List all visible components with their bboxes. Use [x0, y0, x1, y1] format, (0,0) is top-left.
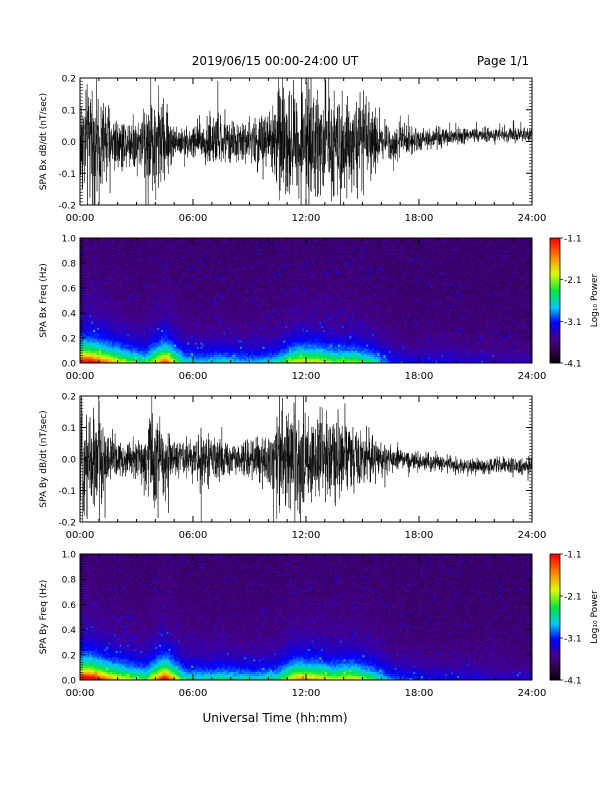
plot-frame [79, 237, 533, 364]
series-line [80, 78, 532, 205]
y-tick-label: 1.0 [62, 235, 77, 245]
y-axis-label: SPA By Freq (Hz) [39, 580, 49, 655]
colorbar-tick-label: -2.1 [564, 593, 582, 603]
colorbar-tick-label: -3.1 [564, 635, 582, 645]
y-tick-label: -0.2 [58, 519, 76, 529]
colorbar-tick-label: -4.1 [564, 677, 582, 687]
colorbar-label: Log₁₀ Power [590, 590, 600, 644]
y-tick-label: 0.4 [62, 310, 77, 320]
plot-frame [79, 77, 533, 206]
y-axis-label: SPA Bx Freq (Hz) [39, 263, 49, 338]
x-tick-label: 12:00 [292, 213, 321, 224]
timeseries-panel: 00:00 06:00 12:00 18:00 24:00 -0.2 -0.1 0.0 0.1 0… [39, 75, 547, 225]
colorbar: -1.1 -2.1 -3.1 -4.1 Log₁₀ Power [549, 551, 600, 687]
page-title: 2019/06/15 00:00-24:00 UT [192, 54, 359, 68]
spectrogram-panel: -1.1 -2.1 -3.1 -4.1 Log₁₀ Power 00:00 06:00 12:… [39, 551, 600, 700]
y-axis-label: SPA Bx dB/dt (nT/sec) [39, 93, 49, 190]
y-tick-label: -0.1 [58, 487, 76, 497]
heatmap-cells [80, 238, 533, 364]
spectrogram-panel: -1.1 -2.1 -3.1 -4.1 Log₁₀ Power 00:00 06:00 12:… [39, 235, 600, 383]
y-tick-label: 0.1 [62, 106, 76, 116]
plot-frame [79, 553, 533, 681]
y-tick-label: -0.1 [58, 170, 76, 180]
x-tick-label: 24:00 [518, 688, 547, 699]
y-tick-label: 0.8 [62, 260, 77, 270]
y-tick-label: 0.6 [62, 285, 77, 295]
x-tick-label: 12:00 [292, 688, 321, 699]
x-tick-label: 24:00 [518, 371, 547, 382]
y-tick-label: 0.6 [62, 601, 77, 611]
x-tick-label: 18:00 [405, 688, 434, 699]
y-tick-label: 0.0 [62, 360, 77, 370]
y-tick-label: 0.4 [62, 626, 77, 636]
colorbar-tick-label: -1.1 [564, 235, 582, 245]
plot-frame [79, 395, 533, 523]
x-tick-label: 18:00 [405, 530, 434, 541]
y-tick-label: 0.0 [62, 138, 77, 148]
y-tick-label: 1.0 [62, 551, 77, 561]
colorbar-tick-label: -1.1 [564, 551, 582, 561]
y-tick-label: 0.8 [62, 576, 77, 586]
x-tick-label: 24:00 [518, 213, 547, 224]
colorbar: -1.1 -2.1 -3.1 -4.1 Log₁₀ Power [549, 235, 600, 370]
x-tick-label: 12:00 [292, 371, 321, 382]
x-tick-label: 06:00 [179, 688, 208, 699]
colorbar-tick-label: -2.1 [564, 276, 582, 286]
x-tick-label: 18:00 [405, 371, 434, 382]
x-tick-label: 06:00 [179, 371, 208, 382]
y-tick-label: 0.2 [62, 335, 76, 345]
colorbar-tick-label: -4.1 [564, 360, 582, 370]
y-tick-label: -0.2 [58, 202, 76, 212]
heatmap-cells [80, 554, 533, 681]
y-tick-label: 0.2 [62, 75, 76, 85]
panels: 00:00 06:00 12:00 18:00 24:00 -0.2 -0.1 0.0 0.1 0… [39, 75, 600, 700]
y-tick-label: 0.2 [62, 651, 76, 661]
y-tick-label: 0.0 [62, 677, 77, 687]
x-tick-label: 06:00 [179, 530, 208, 541]
x-tick-label: 12:00 [292, 530, 321, 541]
y-axis-label: SPA By dB/dt (nT/sec) [39, 410, 49, 507]
x-tick-label: 06:00 [179, 213, 208, 224]
page-number: Page 1/1 [477, 54, 529, 68]
y-tick-label: 0.0 [62, 456, 77, 466]
x-tick-label: 24:00 [518, 530, 547, 541]
x-tick-label: 00:00 [66, 688, 95, 699]
timeseries-panel: 00:00 06:00 12:00 18:00 24:00 -0.2 -0.1 0.0 0.1 0… [39, 393, 547, 542]
x-tick-label: 00:00 [66, 213, 95, 224]
series-line [80, 396, 532, 522]
x-tick-label: 00:00 [66, 371, 95, 382]
colorbar-label: Log₁₀ Power [590, 274, 600, 328]
colorbar-tick-label: -3.1 [564, 318, 582, 328]
y-tick-label: 0.2 [62, 393, 76, 403]
y-tick-label: 0.1 [62, 424, 76, 434]
x-tick-label: 18:00 [405, 213, 434, 224]
x-axis-title: Universal Time (hh:mm) [202, 711, 347, 725]
x-tick-label: 00:00 [66, 530, 95, 541]
